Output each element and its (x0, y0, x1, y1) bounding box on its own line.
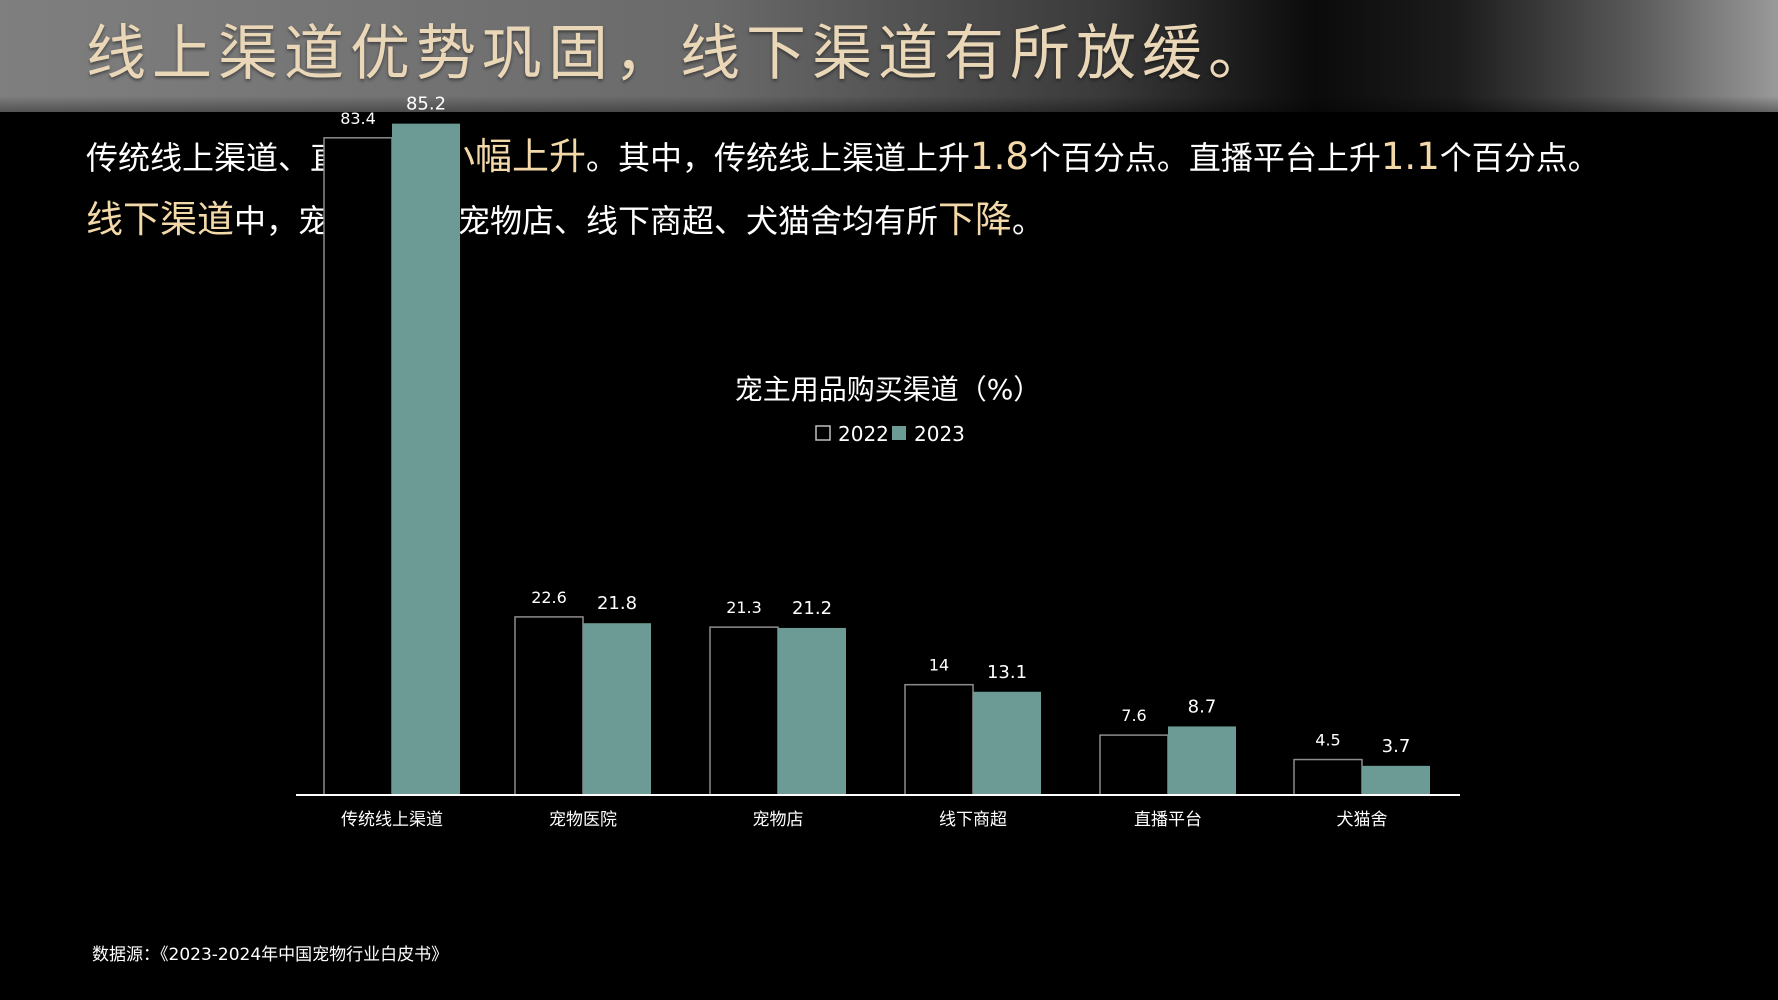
category-label: 犬猫舍 (1337, 810, 1388, 830)
legend-swatch-2023 (892, 426, 906, 440)
category-label: 宠物店 (753, 810, 804, 830)
summary-highlight: 1.8 (970, 135, 1029, 178)
legend-label: 2022 (838, 422, 889, 446)
legend-label: 2023 (914, 422, 965, 446)
summary-highlight: 1.1 (1380, 135, 1440, 178)
bar-2023-2 (778, 627, 846, 795)
category-label: 直播平台 (1134, 810, 1202, 830)
bar-2022-2 (709, 626, 779, 796)
page-title: 线上渠道优势巩固，线下渠道有所放缓。 (86, 19, 1274, 89)
chart-title: 宠主用品购买渠道（%） (735, 373, 1042, 406)
category-label: 传统线上渠道 (341, 810, 443, 830)
bar-2023-5 (1362, 765, 1430, 795)
bar-group: 83.4 85.2 传统线上渠道 22.6 21.8 宠物医院 21.3 21.2 宠物店 14 1… (323, 94, 1430, 830)
data-source-note: 数据源：《2023-2024年中国宠物行业白皮书》 (92, 945, 449, 965)
data-label: 21.3 (726, 598, 762, 617)
data-label: 7.6 (1121, 706, 1146, 725)
data-label: 22.6 (531, 588, 567, 607)
data-label: 13.1 (987, 662, 1027, 683)
bar-2022-1 (514, 616, 584, 796)
data-label: 83.4 (340, 109, 376, 128)
bar-2022-5 (1293, 758, 1363, 796)
data-label: 8.7 (1188, 696, 1217, 717)
data-label: 3.7 (1382, 736, 1411, 757)
bar-2023-0 (392, 123, 460, 795)
summary-segment: 。 (1012, 202, 1045, 240)
data-label: 14 (929, 656, 949, 675)
summary-highlight: 下降 (938, 198, 1013, 241)
summary-segment: 个百分点。 (1439, 139, 1600, 177)
bar-2022-4 (1099, 734, 1169, 796)
data-label: 4.5 (1315, 731, 1340, 750)
summary-highlight: 线下渠道 (86, 198, 234, 241)
data-label: 21.2 (792, 598, 832, 619)
summary-segment: 个百分点。直播平台上升 (1028, 139, 1381, 177)
legend-swatch-2022 (815, 425, 831, 441)
data-label: 21.8 (597, 593, 637, 614)
chart-legend: 2022 2023 (815, 422, 965, 446)
category-label: 宠物医院 (549, 810, 617, 830)
category-label: 线下商超 (939, 810, 1007, 830)
bar-2023-1 (583, 623, 651, 795)
bar-2023-3 (973, 691, 1041, 795)
bar-2022-0 (323, 137, 393, 796)
summary-highlight: 小幅上升 (438, 135, 587, 178)
bar-2022-3 (904, 683, 974, 796)
summary-segment: 。其中，传统线上渠道上升 (586, 139, 971, 177)
bar-2023-4 (1168, 726, 1236, 795)
title-bar: 线上渠道优势巩固，线下渠道有所放缓。 (0, 0, 1778, 112)
data-label: 85.2 (406, 94, 446, 115)
